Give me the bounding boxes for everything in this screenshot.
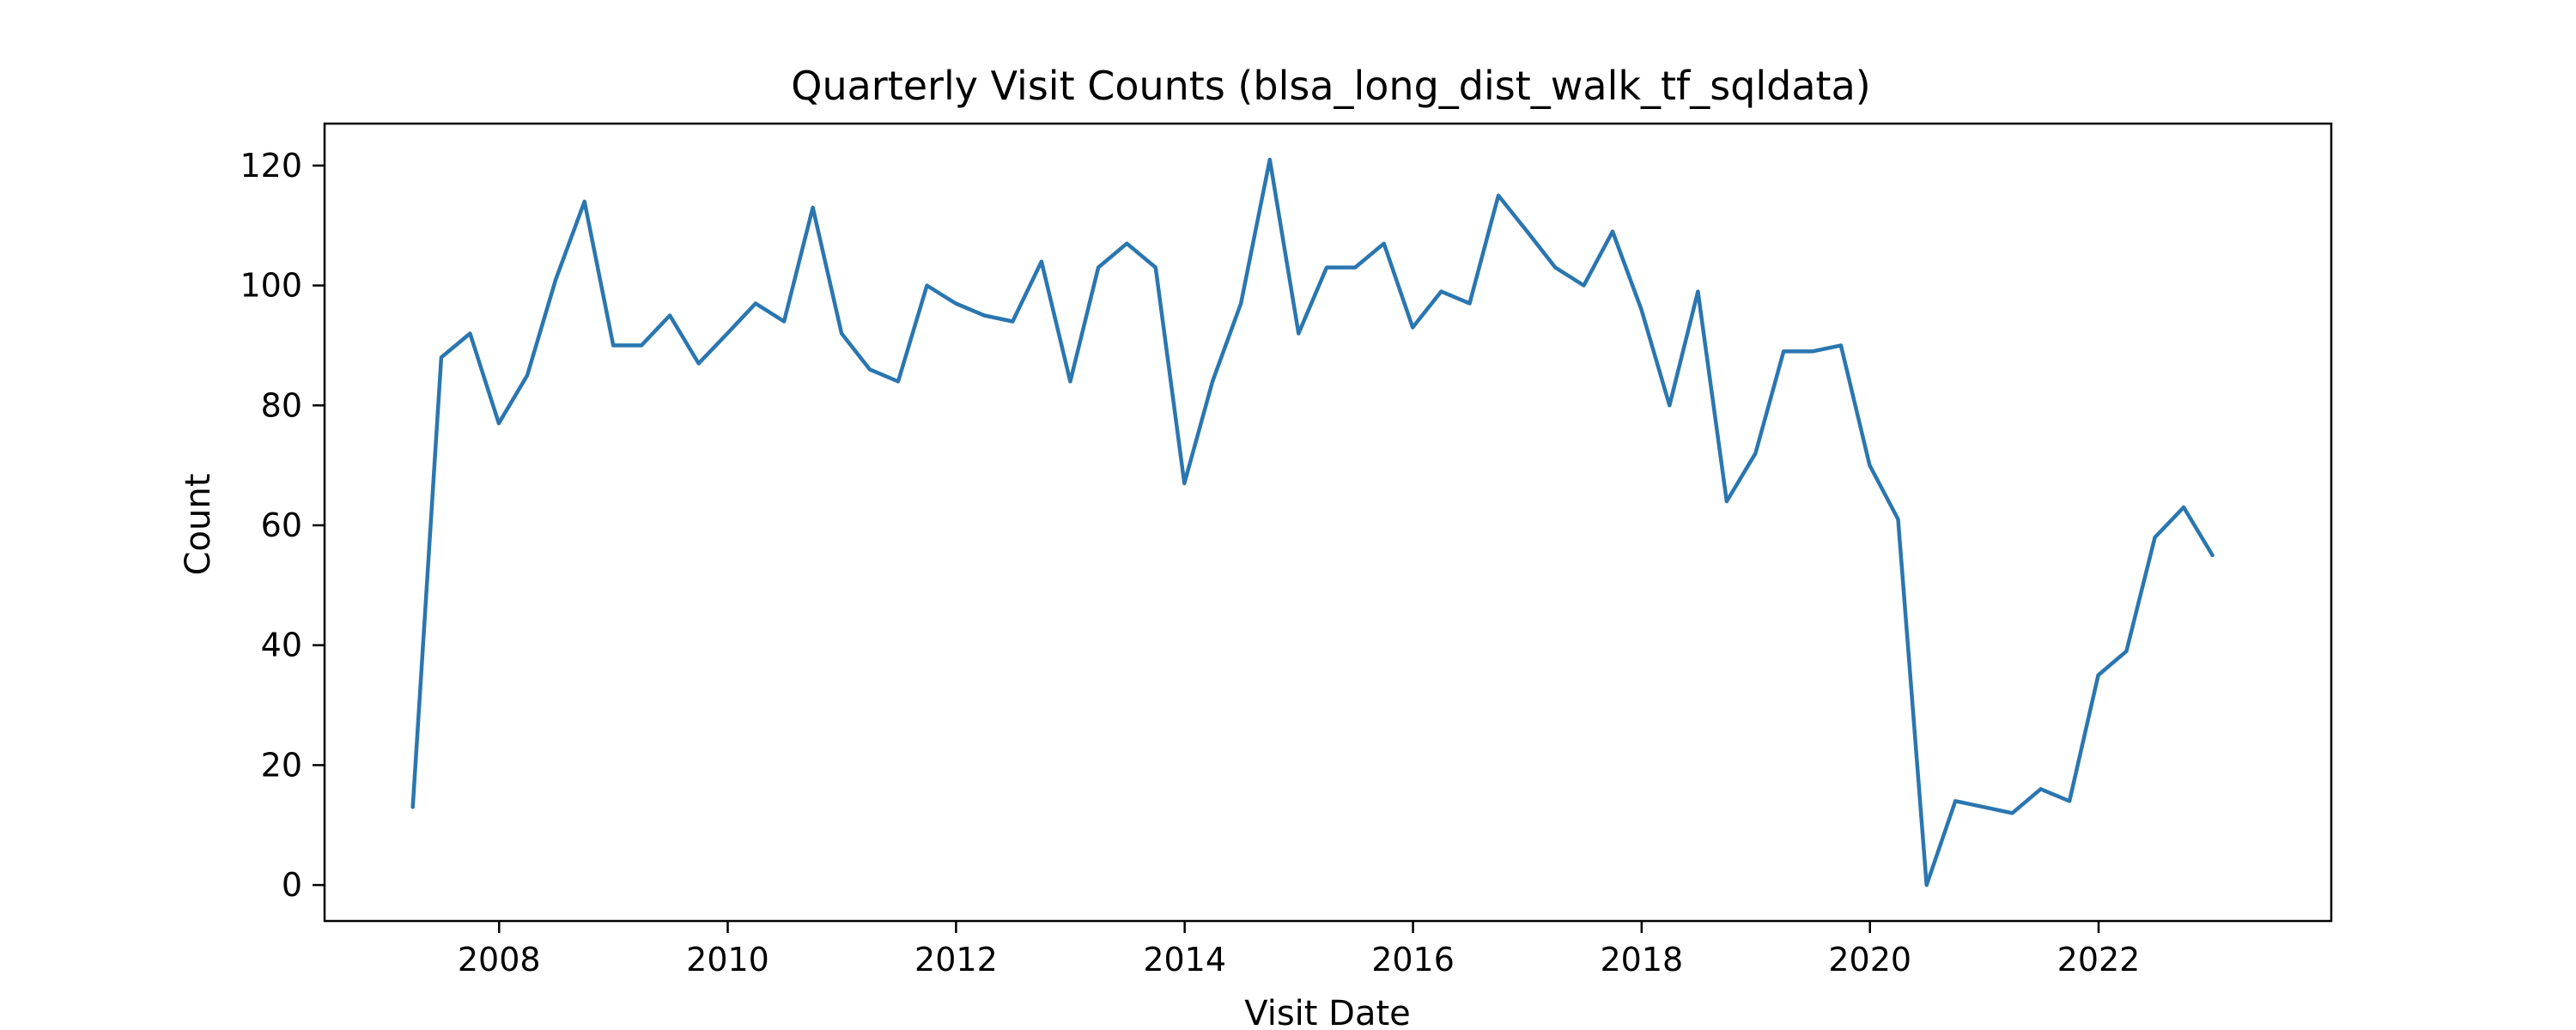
plot-frame: [323, 122, 2333, 923]
x-tick-label: 2014: [1143, 941, 1226, 978]
x-tick-label: 2018: [1600, 941, 1683, 978]
plot-area: [323, 122, 2333, 923]
y-tick-label: 120: [240, 147, 302, 185]
y-axis-label: Count: [179, 474, 218, 576]
y-axis-ticks: 0 20 40 60 80 100 120: [240, 147, 325, 904]
y-tick-label: 0: [282, 866, 302, 904]
y-tick-label: 100: [240, 267, 302, 305]
x-tick-label: 2008: [458, 941, 541, 978]
y-tick-label: 20: [261, 746, 302, 784]
x-tick-label: 2016: [1371, 941, 1455, 978]
series-line-visit-counts: [410, 157, 2215, 888]
chart-title: Quarterly Visit Counts (blsa_long_dist_w…: [791, 63, 1870, 109]
x-tick-label: 2012: [914, 941, 998, 978]
x-tick-label: 2020: [1828, 941, 1911, 978]
y-tick-label: 40: [261, 627, 302, 664]
x-tick-label: 2010: [686, 941, 769, 978]
x-axis-ticks: 2008 2010 2012 2014 2016 2018 2020 2022: [458, 921, 2140, 978]
x-tick-label: 2022: [2057, 941, 2141, 978]
y-tick-label: 60: [261, 506, 302, 544]
y-tick-label: 80: [261, 386, 302, 424]
x-axis-label: Visit Date: [1244, 994, 1411, 1030]
